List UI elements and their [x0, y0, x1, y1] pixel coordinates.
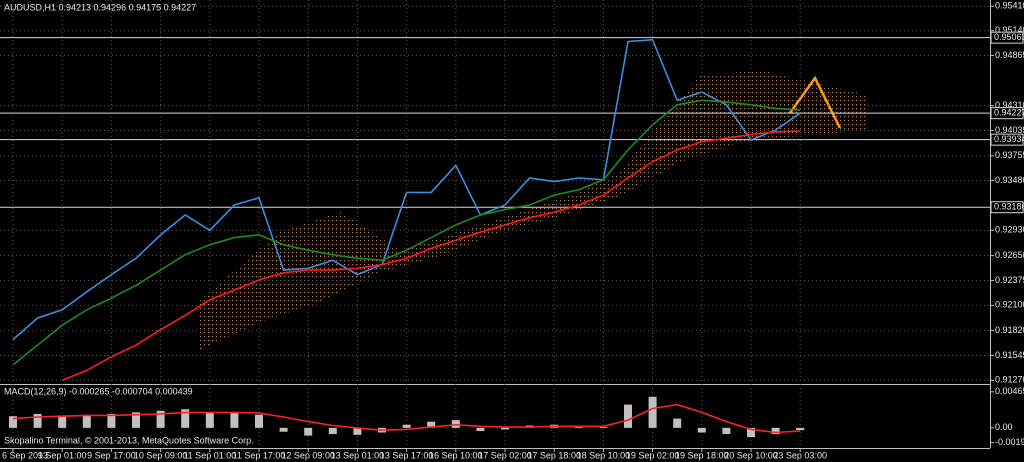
x-tick-label: 17 Sep 18:00 — [527, 450, 581, 460]
macd-bar — [697, 427, 706, 433]
y-tick-label: 0.94035 — [995, 125, 1024, 135]
x-tick-label: 16 Sep 10:00 — [429, 450, 483, 460]
macd-bar — [205, 412, 214, 428]
y-tick-label: 0.94865 — [995, 50, 1024, 60]
series-line — [12, 403, 801, 434]
macd-bar — [747, 427, 755, 438]
macd-bar — [501, 427, 509, 430]
macd-bar — [624, 404, 632, 428]
x-tick-label: 12 Sep 09:00 — [281, 450, 335, 460]
macd-bar — [230, 413, 239, 428]
macd-bar — [722, 427, 731, 435]
macd-bar — [33, 413, 42, 428]
level-label-box — [990, 133, 1024, 146]
macd-title: MACD(12,26,9) -0.000265 -0.000704 0.0004… — [4, 386, 193, 396]
level-label-box — [990, 107, 1024, 120]
x-tick-label: 20 Sep 10:00 — [724, 450, 778, 460]
macd-bar — [796, 427, 805, 431]
x-tick-label: 9 Sep 01:00 — [38, 450, 87, 460]
y-tick-label: 0.92375 — [995, 275, 1024, 285]
level-label: 0.95063 — [994, 32, 1024, 42]
x-tick-label: 19 Sep 18:00 — [675, 450, 729, 460]
level-label: 0.94227 — [994, 108, 1024, 118]
x-tick-label: 13 Sep 17:00 — [380, 450, 434, 460]
y-tick-label: 0.93755 — [995, 150, 1024, 160]
forecast-zigzag — [788, 75, 842, 129]
macd-bar — [402, 424, 411, 428]
macd-bar — [9, 416, 17, 428]
y-tick-label: 0.91545 — [995, 350, 1024, 360]
x-tick-label: 19 Sep 02:00 — [626, 450, 680, 460]
footer-note: Skopalino Terminal, © 2001-2013, MetaQuo… — [4, 435, 254, 445]
macd-bar — [353, 427, 362, 435]
series-line — [12, 99, 801, 366]
macd-bar — [648, 396, 657, 428]
x-tick-label: 10 Sep 09:00 — [134, 450, 188, 460]
y-tick-label: 0.00465 — [995, 386, 1024, 396]
chart-title: AUDUSD,H1 0.94213 0.94296 0.94175 0.9422… — [4, 2, 196, 12]
x-tick-label: 6 Sep 2013 — [2, 450, 48, 460]
macd-bar — [255, 414, 263, 428]
x-tick-label: 13 Sep 01:00 — [331, 450, 385, 460]
macd-bar — [599, 427, 608, 428]
series-line — [61, 130, 801, 382]
level-label: 0.93186 — [994, 202, 1024, 212]
macd-bar — [58, 415, 67, 428]
macd-bar — [328, 427, 337, 435]
macd-bar — [132, 412, 140, 428]
x-tick-label: 9 Sep 17:00 — [87, 450, 136, 460]
macd-bar — [82, 414, 91, 428]
x-tick-label: 11 Sep 17:00 — [233, 450, 286, 460]
x-tick-label: 23 Sep 03:00 — [773, 450, 827, 460]
x-tick-label: 11 Sep 01:00 — [183, 450, 236, 460]
macd-bar — [279, 427, 288, 432]
level-label-box — [990, 31, 1024, 44]
y-tick-label: -0.00191 — [995, 437, 1024, 447]
level-label: 0.93934 — [994, 134, 1024, 144]
level-label-box — [990, 201, 1024, 214]
macd-bar — [771, 427, 780, 435]
macd-bar — [673, 418, 682, 428]
macd-bar — [107, 413, 116, 428]
macd-bar — [304, 427, 313, 436]
macd-bar — [427, 421, 436, 428]
macd-bar — [156, 410, 165, 428]
y-tick-label: 0.00 — [995, 422, 1013, 432]
macd-bar — [451, 420, 460, 428]
macd-bar — [476, 427, 485, 431]
x-tick-label: 17 Sep 02:00 — [478, 450, 532, 460]
macd-bar — [181, 409, 190, 428]
x-tick-label: 18 Sep 10:00 — [577, 450, 631, 460]
